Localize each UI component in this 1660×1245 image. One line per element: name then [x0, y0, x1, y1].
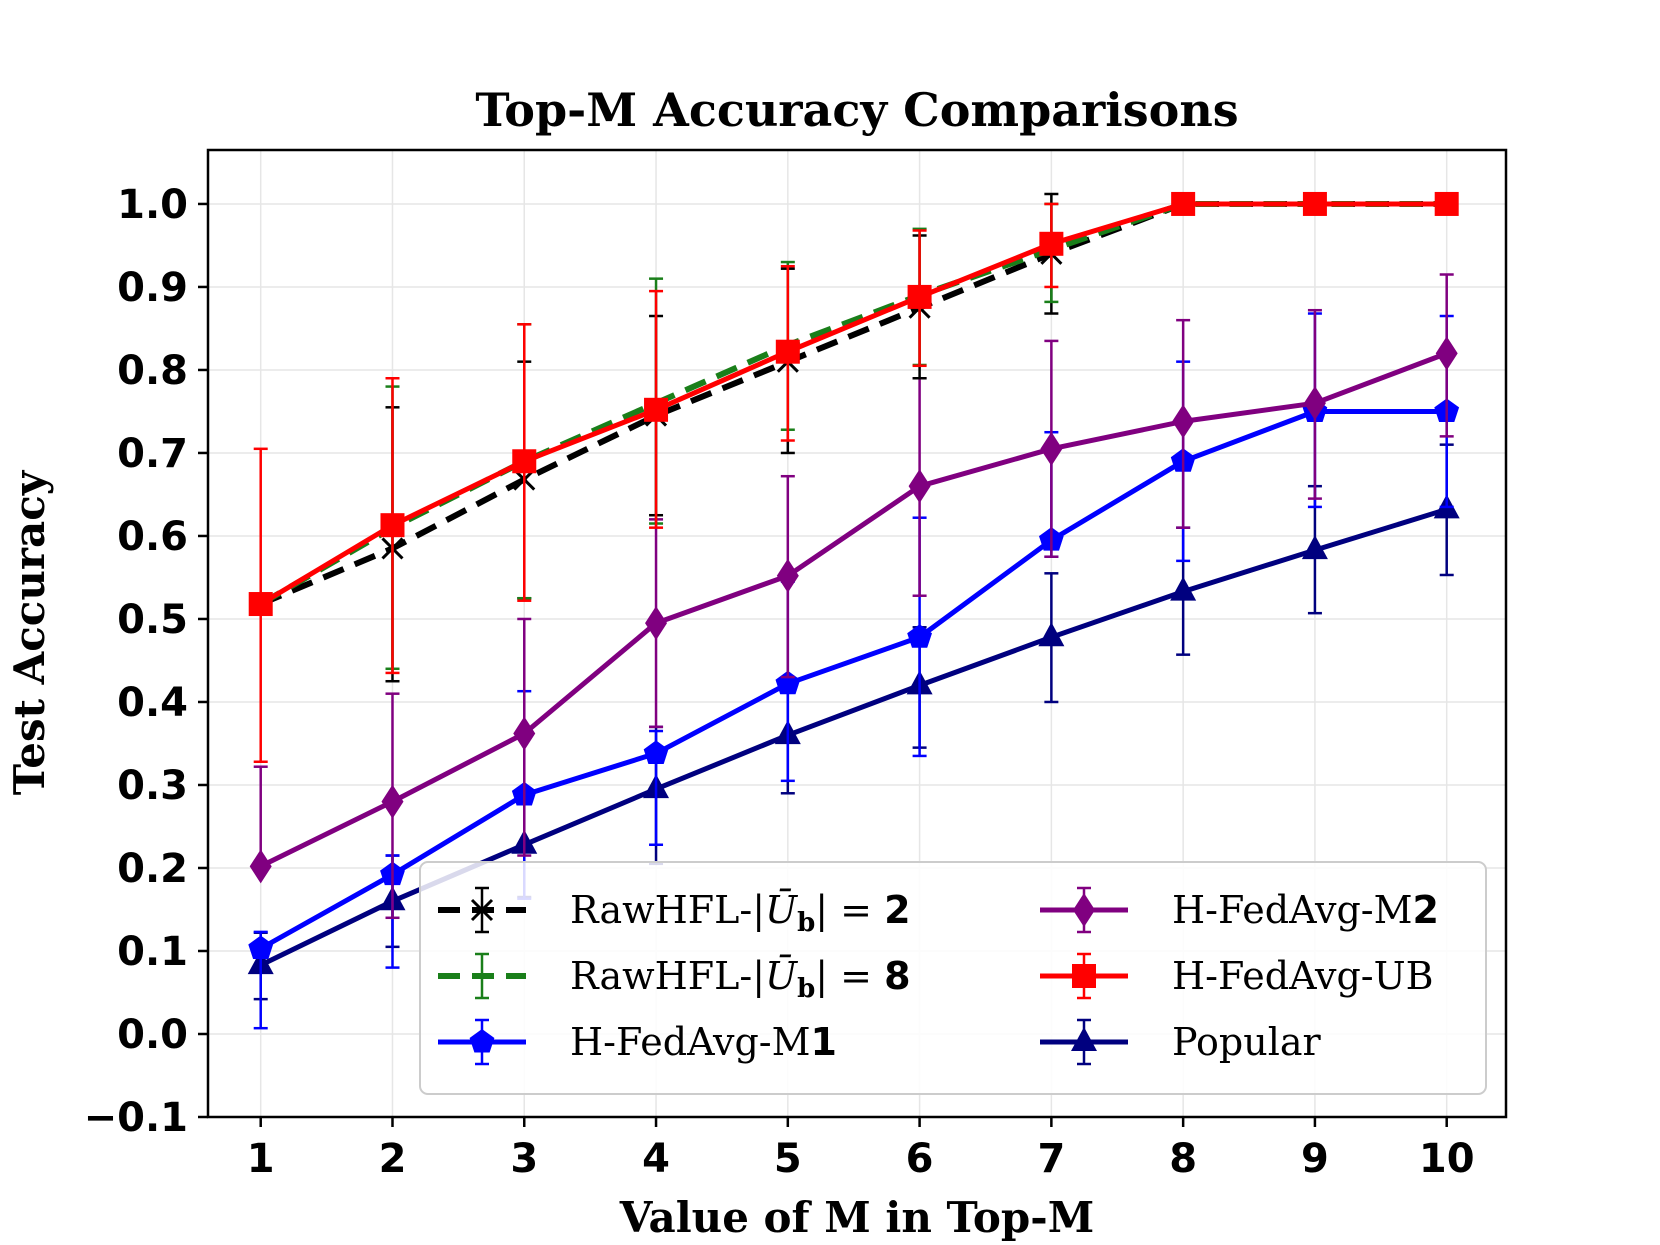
y-tick-label: 0.4 — [117, 680, 188, 726]
legend-label-suffix: | = — [815, 888, 884, 932]
legend-label-prefix: H-FedAvg-UB — [1172, 954, 1434, 998]
square-marker — [1039, 231, 1064, 256]
diamond-marker — [776, 558, 799, 593]
square-marker — [248, 592, 273, 617]
x-tick-label: 5 — [774, 1136, 802, 1182]
diamond-marker — [1435, 336, 1458, 371]
x-tick-label: 7 — [1037, 1136, 1065, 1182]
legend-label: H-FedAvg-UB — [1172, 954, 1434, 998]
square-marker — [1171, 191, 1196, 216]
diamond-marker — [908, 469, 931, 504]
legend-label: H-FedAvg-M2 — [1172, 888, 1439, 932]
legend-label-suffix: | = — [815, 954, 884, 998]
legend-label-number: 1 — [811, 1020, 837, 1064]
series-layer — [247, 191, 1460, 1030]
triangle-marker — [1071, 1027, 1097, 1051]
legend-label: RawHFL-|Ūb| = 8 — [570, 954, 911, 1004]
diamond-marker — [249, 849, 272, 884]
triangle-marker — [1170, 576, 1197, 601]
diamond-marker — [1040, 431, 1063, 466]
legend-item: Popular — [1040, 1018, 1322, 1066]
legend-label-subscript: b — [797, 974, 815, 1004]
diamond-marker — [513, 716, 536, 751]
plot-frame — [206, 148, 1508, 1119]
legend-item: RawHFL-|Ūb| = 2 — [438, 886, 911, 938]
diamond-marker — [645, 606, 668, 641]
x-tick-label: 6 — [906, 1136, 934, 1182]
x-tick-label: 2 — [379, 1136, 407, 1182]
legend-label-number: 8 — [884, 954, 910, 998]
y-tick-label: 0.3 — [117, 763, 188, 809]
legend-label-prefix: H-FedAvg-M — [570, 1020, 811, 1064]
diamond-marker — [1172, 404, 1195, 439]
y-tick-label: 0.0 — [117, 1012, 188, 1058]
legend-label-number: 2 — [884, 888, 910, 932]
pentagon-marker — [907, 624, 932, 648]
square-marker — [775, 339, 800, 364]
x-tick-label: 4 — [642, 1136, 670, 1182]
legend-item: H-FedAvg-M2 — [1040, 886, 1439, 934]
diamond-marker — [1303, 386, 1326, 421]
series-line — [259, 409, 1447, 951]
y-axis-label: Test Accuracy — [5, 469, 54, 795]
series-4 — [248, 191, 1459, 763]
x-axis-label: Value of M in Top-M — [619, 1193, 1094, 1242]
y-tick-label: 0.2 — [117, 846, 188, 892]
triangle-marker — [1038, 622, 1065, 647]
legend-label-variable: Ū — [765, 954, 799, 998]
x-tick-label: 3 — [510, 1136, 538, 1182]
square-marker — [644, 397, 669, 422]
legend-label: H-FedAvg-M1 — [570, 1020, 837, 1064]
y-tick-label: 0.5 — [117, 597, 188, 643]
y-tick-label: 0.9 — [117, 265, 188, 311]
x-tick-label: 9 — [1301, 1136, 1329, 1182]
axis-ticks: 1 2 3 4 5 6 7 8 9 10 −0.1 0.0 0.1 0.2 0.3 0.4 0.5 0.6 0.7 0… — [84, 182, 1475, 1182]
y-tick-label: 0.7 — [117, 431, 188, 477]
legend-label-prefix: Popular — [1172, 1020, 1322, 1064]
series-line — [259, 201, 1447, 607]
series-3 — [249, 273, 1458, 920]
legend-item: H-FedAvg-UB — [1040, 952, 1434, 1000]
x-marker — [470, 898, 494, 922]
legend-label-prefix: RawHFL-| — [570, 954, 765, 998]
square-marker — [380, 513, 405, 538]
pentagon-marker — [469, 1029, 495, 1053]
diamond-marker — [1073, 893, 1095, 927]
chart-title: Top-M Accuracy Comparisons — [475, 83, 1238, 137]
legend-label-prefix: RawHFL-| — [570, 888, 765, 932]
x-tick-label: 1 — [247, 1136, 275, 1182]
legend-item: H-FedAvg-M1 — [438, 1018, 837, 1066]
legend-item: RawHFL-|Ūb| = 8 — [438, 952, 911, 1004]
square-marker — [1302, 191, 1327, 216]
y-tick-label: 1.0 — [117, 182, 188, 228]
square-marker — [1434, 191, 1459, 216]
y-tick-label: 0.8 — [117, 348, 188, 394]
legend-label: RawHFL-|Ūb| = 2 — [570, 888, 911, 938]
legend-box — [419, 861, 1487, 1095]
pentagon-marker — [248, 935, 274, 959]
square-marker — [1072, 964, 1096, 988]
y-tick-label: 0.1 — [117, 929, 188, 975]
y-tick-label: −0.1 — [84, 1095, 188, 1141]
legend-label-variable: Ū — [765, 888, 799, 932]
triangle-marker — [1301, 535, 1328, 560]
pentagon-marker — [643, 740, 669, 764]
legend-label-number: 2 — [1413, 888, 1439, 932]
legend-label: Popular — [1172, 1020, 1322, 1064]
series-line — [259, 351, 1448, 869]
square-marker — [512, 449, 537, 474]
x-tick-label: 10 — [1419, 1136, 1475, 1182]
square-marker — [907, 284, 932, 309]
legend-label-prefix: H-FedAvg-M — [1172, 888, 1413, 932]
legend-label-subscript: b — [797, 908, 815, 938]
y-tick-label: 0.6 — [117, 514, 188, 560]
diamond-marker — [381, 784, 404, 819]
x-tick-label: 8 — [1169, 1136, 1197, 1182]
